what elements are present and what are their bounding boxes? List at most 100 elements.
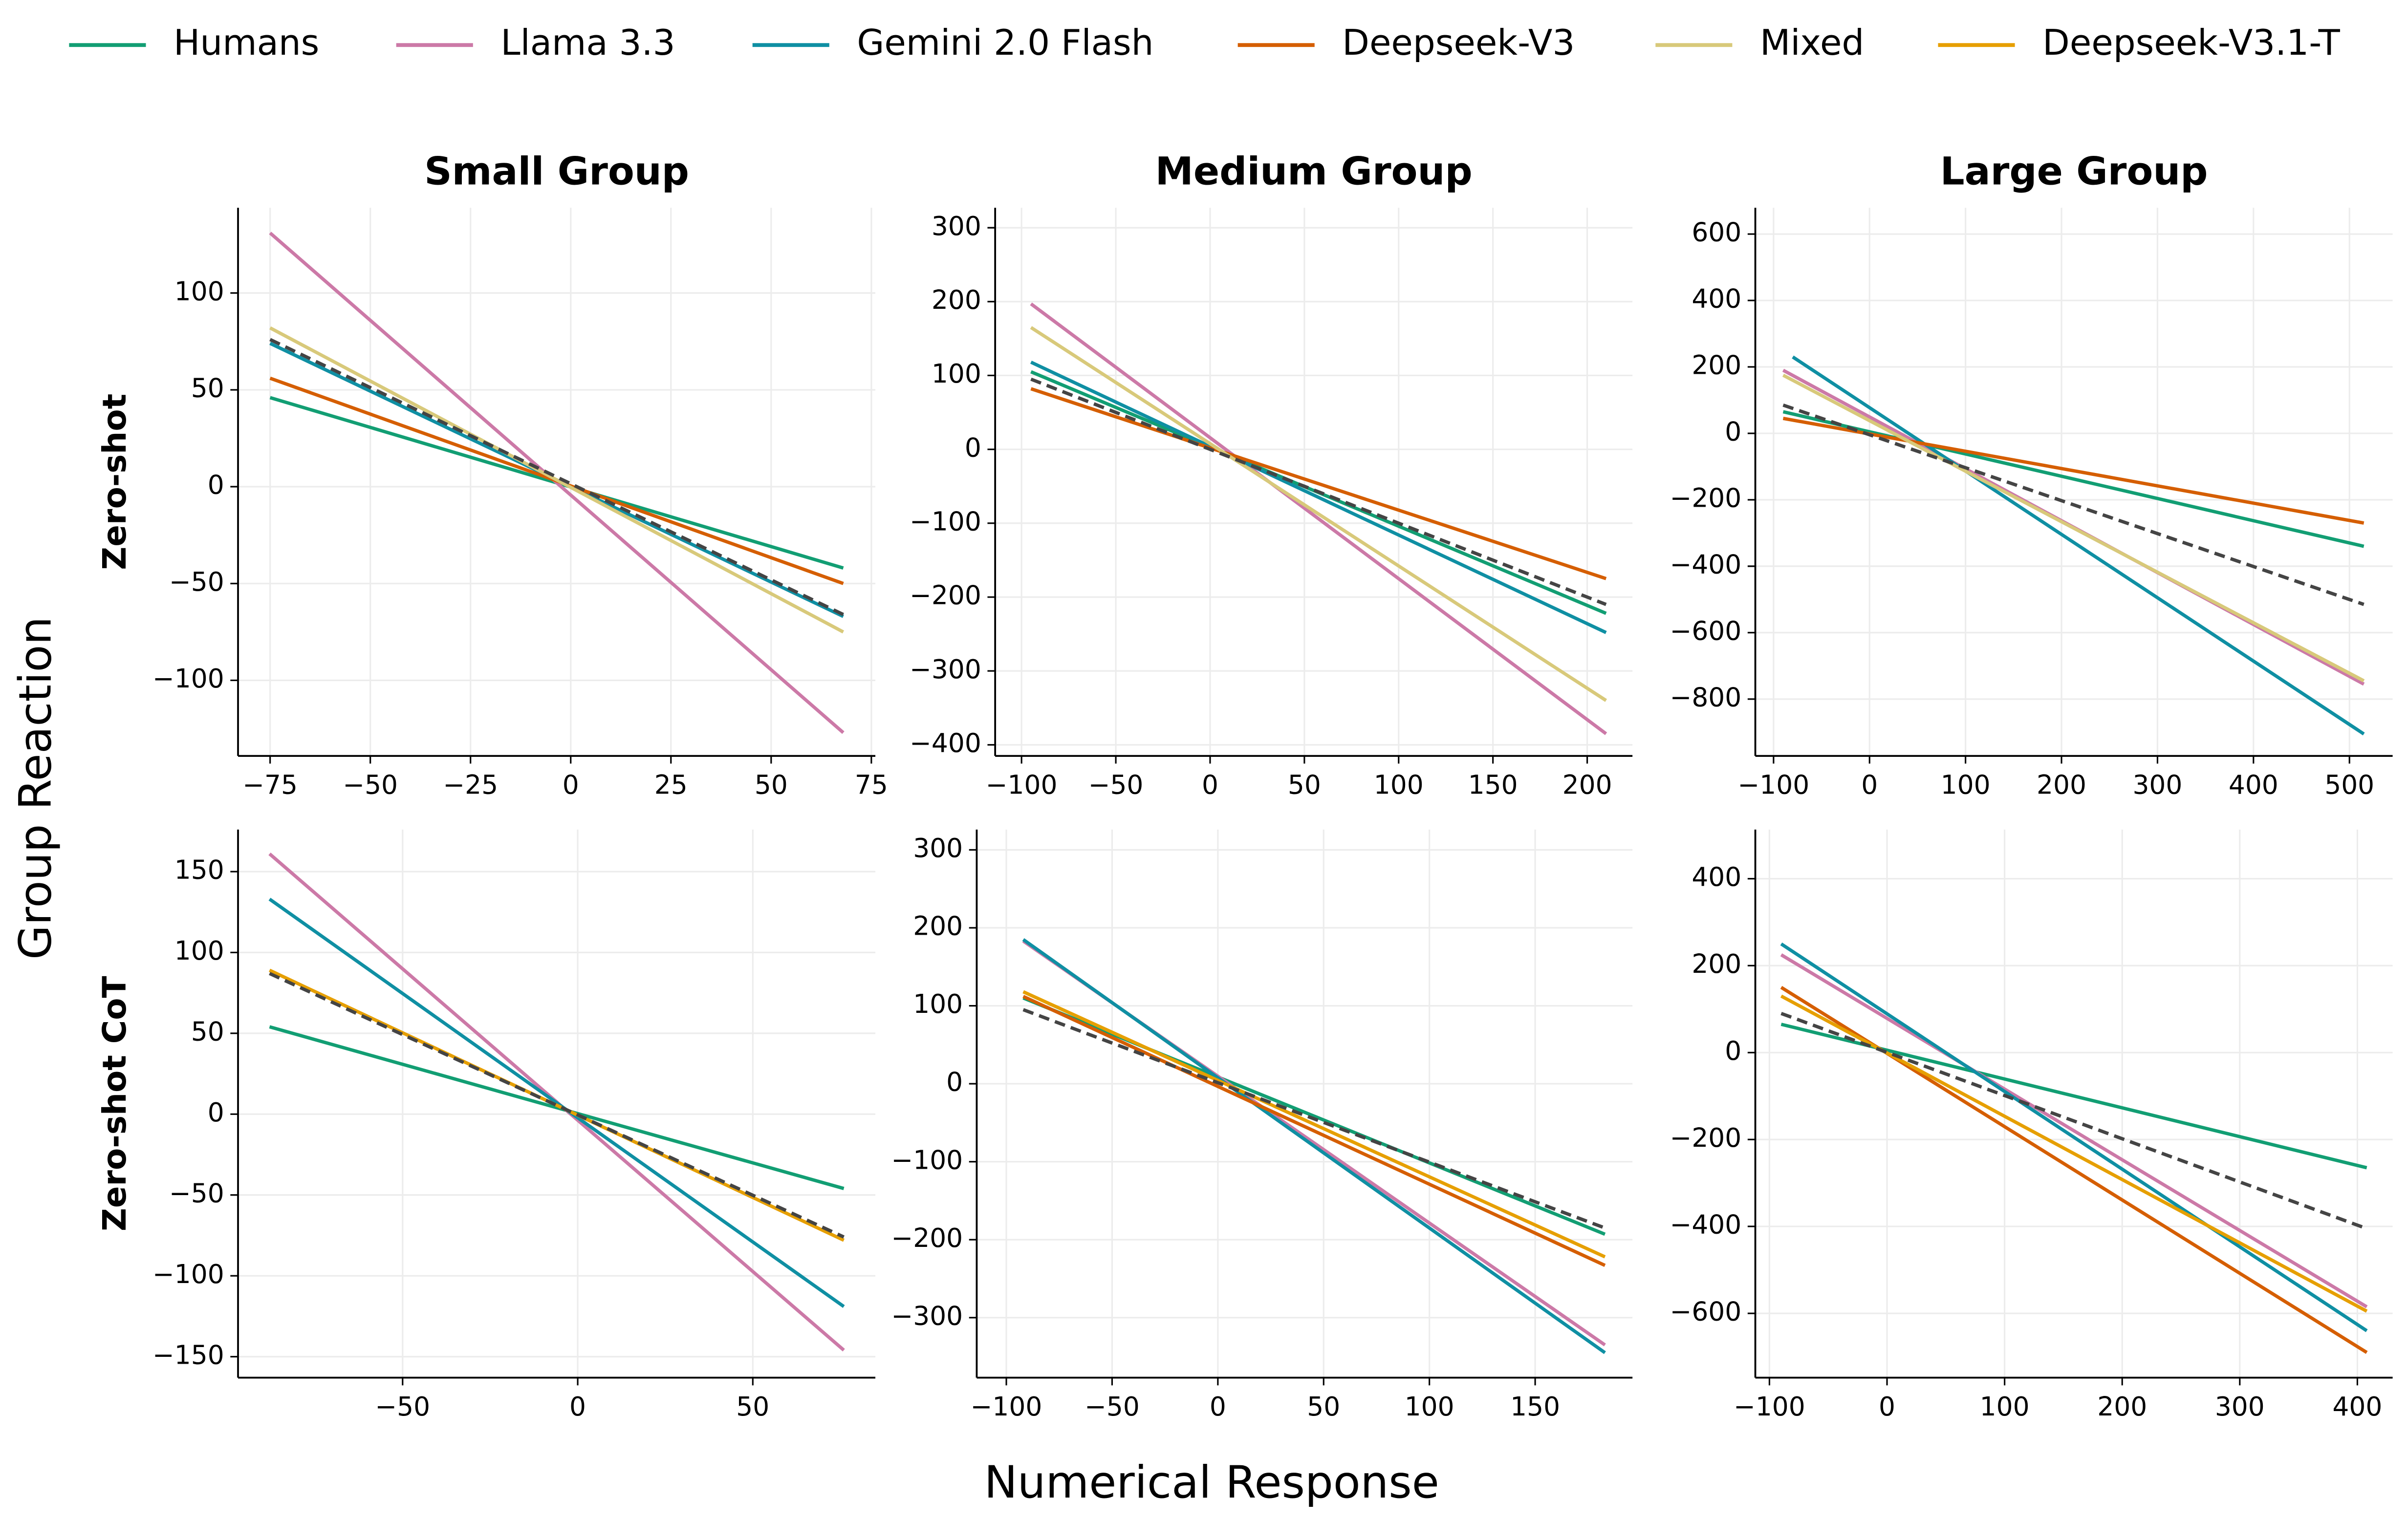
y-tick-label: −400 (1670, 1209, 1742, 1240)
regression-line (1030, 302, 1607, 735)
y-tick-label: 0 (965, 432, 981, 463)
subplot: −75 −50 −25 0 25 50 75 −100 −50 0 50 100 Small Group… (96, 149, 888, 800)
legend-label: Deepseek-V3.1-T (2042, 22, 2341, 64)
y-tick-label: 0 (946, 1067, 963, 1097)
y-tick-label: −50 (169, 1178, 224, 1208)
y-tick-label: 400 (1692, 861, 1741, 892)
pooled-fit-line (1022, 1008, 1606, 1230)
regression-line (1780, 994, 2368, 1313)
regression-line (1780, 953, 2368, 1308)
y-tick-label: 200 (1692, 948, 1741, 979)
y-tick-label: −150 (152, 1339, 224, 1370)
legend-label: Deepseek-V3 (1342, 22, 1575, 64)
legend-label: Gemini 2.0 Flash (857, 22, 1153, 64)
pooled-fit-line (269, 972, 845, 1239)
y-tick-label: −100 (152, 1259, 224, 1289)
x-tick-label: 400 (2229, 770, 2278, 800)
y-tick-label: 600 (1692, 217, 1741, 248)
x-tick-label: −50 (1088, 770, 1144, 800)
x-tick-label: −25 (443, 770, 498, 800)
y-tick-label: −400 (1670, 549, 1742, 580)
y-tick-label: 100 (913, 988, 963, 1019)
subplot-title: Large Group (1940, 149, 2208, 194)
subplot-title: Medium Group (1155, 149, 1473, 194)
regression-line (1792, 355, 2365, 736)
x-tick-label: 50 (736, 1391, 769, 1422)
subplot: −100 −50 0 50 100 150 −300 −200 −100 0 100 200 300 (891, 829, 1633, 1422)
x-tick-label: 200 (1562, 770, 1612, 800)
y-tick-label: −100 (152, 663, 224, 694)
x-tick-label: −100 (971, 1391, 1042, 1422)
x-tick-label: 300 (2132, 770, 2182, 800)
regression-line (268, 898, 845, 1308)
x-tick-label: −50 (343, 770, 398, 800)
x-tick-label: 150 (1510, 1391, 1560, 1422)
regression-line (1030, 361, 1607, 634)
x-tick-label: 200 (2097, 1391, 2147, 1422)
subplot: −100 0 100 200 300 400 −600 −400 −200 0 200 400 (1670, 829, 2393, 1422)
x-tick-label: 100 (1980, 1391, 2030, 1422)
x-tick-label: 50 (1307, 1391, 1340, 1422)
y-tick-label: 300 (932, 211, 981, 241)
x-tick-label: 100 (1405, 1391, 1454, 1422)
y-tick-label: 150 (174, 855, 224, 885)
x-tick-label: −75 (242, 770, 298, 800)
y-axis-label: Group Reaction (10, 617, 62, 960)
y-tick-label: 0 (1725, 1035, 1741, 1066)
y-tick-label: 200 (932, 284, 981, 315)
y-tick-label: −100 (891, 1144, 963, 1175)
y-tick-label: 50 (191, 1016, 224, 1047)
x-tick-label: −100 (1734, 1391, 1805, 1422)
y-tick-label: 200 (1692, 350, 1741, 381)
x-tick-label: 0 (1210, 1391, 1226, 1422)
regression-line (1030, 387, 1607, 580)
regression-line (269, 326, 845, 634)
y-tick-label: 0 (208, 470, 224, 500)
subplot-title: Small Group (424, 149, 689, 194)
x-tick-label: 400 (2332, 1391, 2382, 1422)
y-tick-label: −50 (169, 566, 224, 597)
x-tick-label: −100 (986, 770, 1058, 800)
y-tick-label: 100 (174, 276, 224, 306)
y-tick-label: 0 (208, 1097, 224, 1128)
y-tick-label: 100 (932, 358, 981, 389)
regression-line (1022, 995, 1606, 1267)
y-tick-label: −600 (1670, 615, 1742, 646)
regression-line (269, 1025, 845, 1190)
x-tick-label: 500 (2324, 770, 2374, 800)
legend-label: Mixed (1760, 22, 1864, 64)
x-tick-label: 0 (1861, 770, 1878, 800)
x-tick-label: 75 (855, 770, 888, 800)
row-label: Zero-shot CoT (96, 976, 133, 1231)
x-tick-label: 100 (1941, 770, 1991, 800)
regression-line (1022, 938, 1606, 1354)
y-tick-label: −800 (1670, 682, 1742, 712)
regression-line (1030, 326, 1607, 702)
y-tick-label: 300 (913, 833, 963, 863)
y-tick-label: 0 (1725, 416, 1741, 447)
regression-line (269, 232, 845, 734)
x-tick-label: 200 (2037, 770, 2086, 800)
regression-line (1022, 990, 1606, 1259)
x-tick-label: 0 (1202, 770, 1218, 800)
y-tick-label: −400 (910, 728, 981, 758)
legend-label: Humans (174, 22, 319, 64)
regression-line (1782, 416, 2365, 525)
regression-line (1022, 996, 1606, 1236)
pooled-fit-line (1782, 403, 2365, 606)
x-tick-label: 25 (654, 770, 688, 800)
y-tick-label: 200 (913, 911, 963, 942)
x-tick-label: −50 (375, 1391, 430, 1422)
row-label: Zero-shot (96, 394, 133, 570)
y-tick-label: −200 (1670, 1122, 1742, 1153)
y-tick-label: −200 (891, 1222, 963, 1253)
x-tick-label: 50 (1288, 770, 1321, 800)
y-tick-label: 50 (191, 373, 224, 404)
subplot: −50 0 50 −150 −100 −50 0 50 100 150 Zero-shot CoT (96, 829, 876, 1422)
x-tick-label: 300 (2215, 1391, 2265, 1422)
subplot: −100 0 100 200 300 400 500 −800 −600 −400 −200 0 200… (1670, 149, 2393, 800)
regression-line (269, 968, 845, 1242)
y-tick-label: −300 (891, 1300, 963, 1331)
x-axis-label: Numerical Response (984, 1457, 1439, 1508)
